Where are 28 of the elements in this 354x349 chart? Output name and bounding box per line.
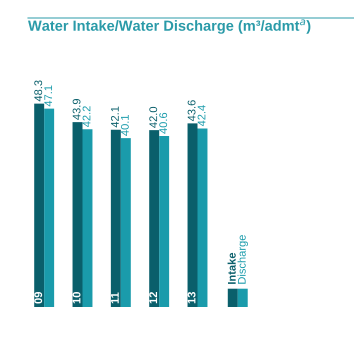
data-label: 42.4 — [198, 105, 206, 126]
x-tick-label: 13 — [188, 292, 196, 304]
bar — [188, 123, 198, 307]
bar — [120, 138, 131, 307]
data-label: 42.0 — [149, 106, 158, 128]
data-label: 43.6 — [188, 100, 196, 122]
data-label: 47.1 — [44, 86, 52, 106]
text: Discharge — [238, 235, 248, 284]
x-tick-label: 11 — [111, 292, 119, 304]
bar — [159, 136, 170, 307]
data-label: 40.1 — [120, 115, 129, 136]
chart-title: Water Intake/Water Discharge (m³/admt$^{a}$) — [28, 19, 310, 34]
bar — [198, 128, 208, 307]
data-label: 42.2 — [82, 106, 90, 128]
bar — [72, 122, 82, 307]
data-label: 40.6 — [159, 112, 168, 134]
data-label: 48.3 — [34, 80, 42, 102]
bar — [149, 130, 160, 307]
data-label: 43.9 — [72, 99, 80, 120]
text: Intake — [228, 252, 236, 284]
x-tick-label: 10 — [72, 292, 80, 304]
bar — [44, 108, 54, 307]
bar — [82, 129, 92, 307]
x-tick-label: 09 — [34, 292, 42, 304]
x-tick-label: 12 — [149, 292, 158, 304]
bar — [110, 130, 121, 307]
data-label: 42.1 — [110, 106, 119, 128]
bar — [34, 104, 44, 307]
